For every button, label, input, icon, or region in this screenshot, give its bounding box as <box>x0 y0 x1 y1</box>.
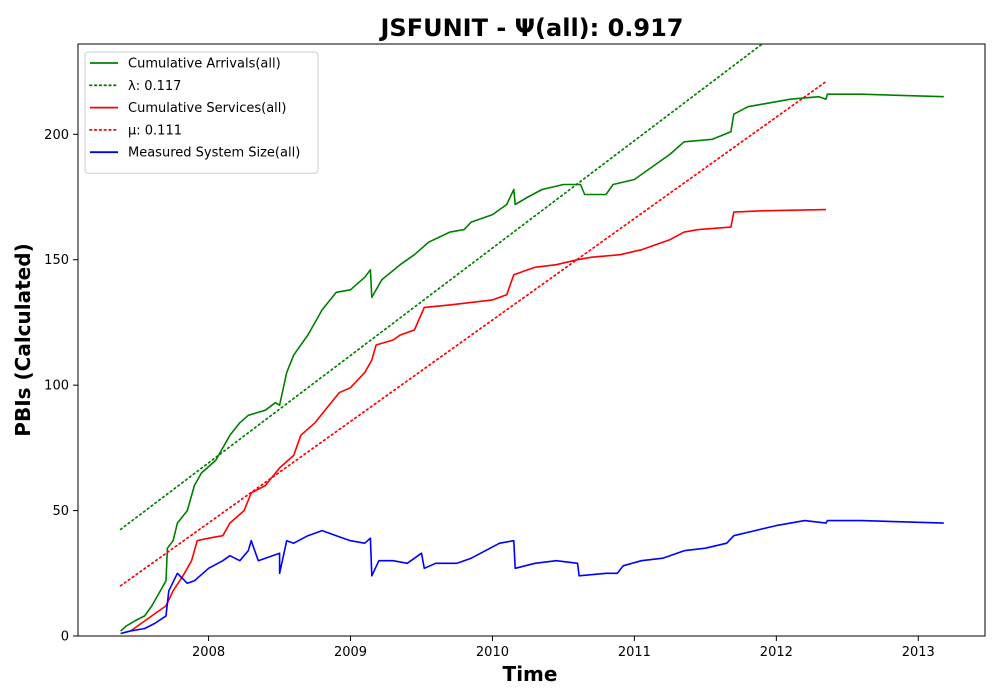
legend-label-2: Cumulative Services(all) <box>128 101 286 116</box>
series-layer <box>119 44 944 635</box>
x-axis-ticks: 2008 2009 2010 2011 2012 2013 <box>192 636 935 660</box>
x-tick-label-2: 2010 <box>476 645 509 660</box>
series-line-0 <box>120 93 944 632</box>
x-tick-label-5: 2013 <box>902 645 935 660</box>
y-axis-label: PBIs (Calculated) <box>11 243 35 436</box>
legend-entries: Cumulative Arrivals(all) λ: 0.117 Cumulati… <box>89 57 300 161</box>
series-line-4 <box>120 519 944 635</box>
x-tick-label-1: 2009 <box>334 645 367 660</box>
legend-label-1: λ: 0.117 <box>128 79 181 94</box>
y-tick-label-1: 50 <box>52 504 69 519</box>
legend-label-3: μ: 0.111 <box>128 123 182 138</box>
y-tick-label-3: 150 <box>44 253 69 268</box>
series-line-1 <box>119 44 764 531</box>
legend: Cumulative Arrivals(all) λ: 0.117 Cumulati… <box>84 51 319 174</box>
legend-box <box>84 51 319 174</box>
plot-area <box>77 43 986 637</box>
chart-title: JSFUNIT - Ψ(all): 0.917 <box>379 14 684 42</box>
y-axis-ticks: 0 50 100 150 200 <box>44 128 78 645</box>
legend-label-0: Cumulative Arrivals(all) <box>128 57 281 72</box>
y-tick-label-4: 200 <box>44 128 69 143</box>
x-axis-label: Time <box>503 662 558 686</box>
y-tick-label-2: 100 <box>44 379 69 394</box>
x-tick-label-4: 2012 <box>760 645 793 660</box>
legend-label-4: Measured System Size(all) <box>128 146 300 161</box>
series-line-2 <box>130 208 827 632</box>
x-tick-label-3: 2011 <box>618 645 651 660</box>
y-tick-label-0: 0 <box>61 630 69 645</box>
x-tick-label-0: 2008 <box>192 645 225 660</box>
series-line-3 <box>119 80 827 587</box>
plot-frame <box>77 43 986 637</box>
